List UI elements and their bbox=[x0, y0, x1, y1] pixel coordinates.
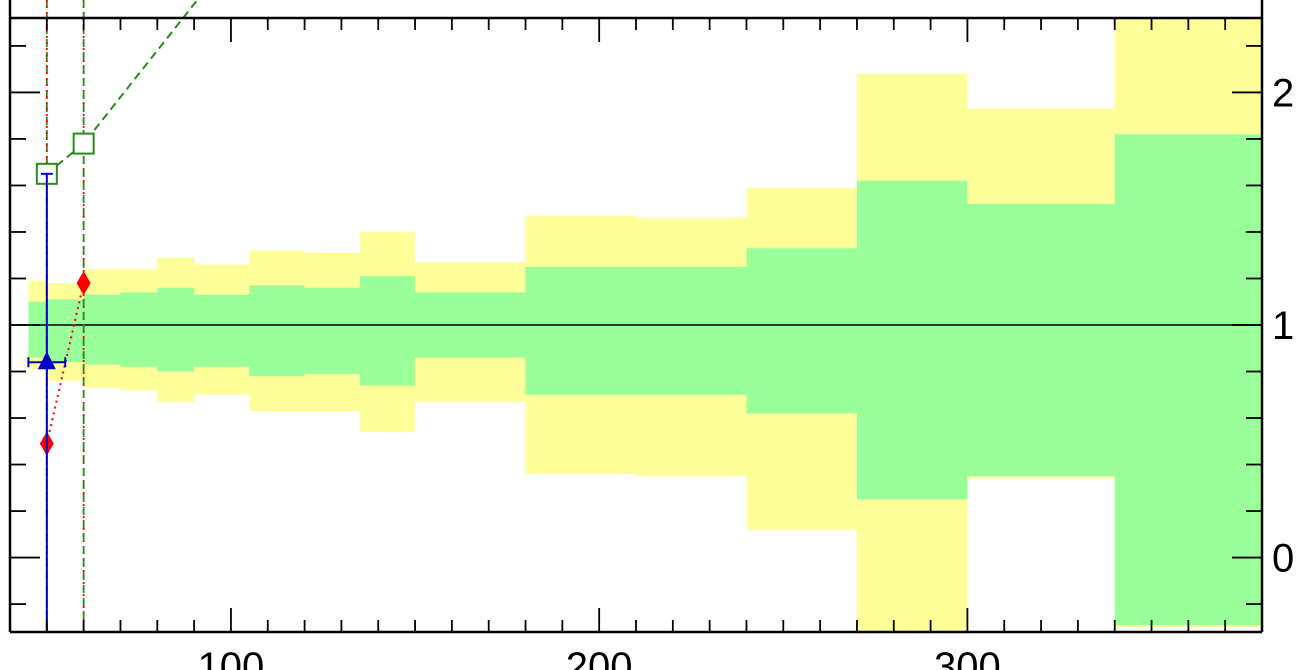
green-band-2 bbox=[83, 294, 121, 365]
tick-labels-layer: 100 200 300 0 1 2 bbox=[198, 71, 1295, 670]
marker-square-1 bbox=[72, 132, 95, 155]
green-band-6 bbox=[249, 285, 305, 377]
green-band-7 bbox=[304, 287, 360, 374]
series-line-0 bbox=[46, 0, 199, 175]
green-band-15 bbox=[1114, 134, 1262, 626]
green-band-4 bbox=[157, 287, 195, 372]
x-tick-label-1: 200 bbox=[566, 645, 633, 670]
green-band-14 bbox=[967, 204, 1115, 477]
green-band-3 bbox=[120, 292, 158, 367]
marker-triangle-0 bbox=[37, 351, 56, 370]
green-band-8 bbox=[359, 276, 416, 386]
green-band-13 bbox=[856, 180, 968, 500]
green-band-0 bbox=[28, 301, 47, 358]
y-tick-label-2: 2 bbox=[1272, 71, 1294, 115]
tick-marks-layer bbox=[9, 18, 1263, 632]
uncertainty-bands bbox=[28, 18, 1262, 633]
green-band-11 bbox=[636, 266, 747, 395]
series-layer bbox=[27, 0, 199, 632]
x-tick-label-0: 100 bbox=[198, 645, 265, 670]
marker-diamond-1 bbox=[76, 271, 91, 296]
green-band-5 bbox=[194, 294, 250, 367]
green-band-12 bbox=[746, 248, 857, 414]
green-band-10 bbox=[525, 266, 636, 395]
x-tick-label-2: 300 bbox=[934, 645, 1001, 670]
green-band-1 bbox=[46, 299, 84, 363]
y-tick-label-0: 0 bbox=[1272, 537, 1294, 581]
y-tick-label-1: 1 bbox=[1272, 304, 1294, 348]
